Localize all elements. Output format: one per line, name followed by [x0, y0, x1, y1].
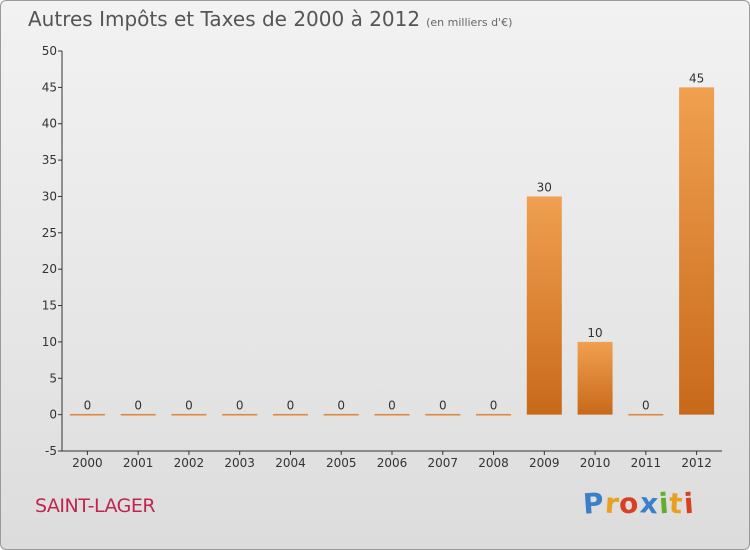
y-tick-label: 15: [42, 299, 57, 313]
chart-title-text: Autres Impôts et Taxes de 2000 à 2012: [28, 7, 421, 31]
logo-letter: o: [618, 486, 641, 521]
bar: [628, 413, 664, 416]
y-tick-label: 35: [42, 153, 57, 167]
data-label: 0: [287, 399, 295, 413]
bar: [374, 413, 410, 416]
y-tick-label: 25: [42, 226, 57, 240]
x-tick-label: 2010: [580, 456, 611, 470]
x-tick-label: 2009: [529, 456, 560, 470]
x-tick-label: 2005: [326, 456, 357, 470]
x-tick-label: 2001: [123, 456, 154, 470]
bar: [171, 413, 207, 416]
logo-letter: i: [682, 486, 696, 521]
x-tick-label: 2004: [275, 456, 306, 470]
x-tick-label: 2003: [224, 456, 255, 470]
bar: [69, 413, 105, 416]
data-label: 0: [439, 399, 447, 413]
logo-letter: P: [581, 486, 606, 521]
x-tick-label: 2008: [478, 456, 509, 470]
y-tick-label: 5: [49, 371, 57, 385]
bar: [120, 413, 156, 416]
chart-title: Autres Impôts et Taxes de 2000 à 2012 (en…: [28, 7, 512, 31]
data-label: 0: [490, 399, 498, 413]
data-label: 0: [84, 399, 92, 413]
x-tick-label: 2002: [174, 456, 205, 470]
data-label: 0: [388, 399, 396, 413]
y-tick-label: 45: [42, 80, 57, 94]
y-tick-label: 30: [42, 189, 57, 203]
place-name: SAINT-LAGER: [35, 495, 156, 517]
x-tick-label: 2007: [427, 456, 458, 470]
bar: [577, 341, 613, 415]
data-label: 10: [587, 326, 602, 340]
bar: [526, 196, 562, 415]
data-label: 30: [537, 180, 552, 194]
y-tick-label: 40: [42, 117, 57, 131]
y-tick-label: -5: [45, 444, 57, 458]
logo-letter: x: [638, 486, 660, 521]
y-tick-label: 10: [42, 335, 57, 349]
chart-subtitle: (en milliers d'€): [426, 16, 513, 29]
bar: [679, 87, 715, 415]
bar: [272, 413, 308, 416]
proxiti-logo: Proxiti: [581, 486, 696, 521]
bar: [425, 413, 461, 416]
data-label: 0: [236, 399, 244, 413]
data-label: 0: [642, 399, 650, 413]
data-label: 0: [134, 399, 142, 413]
y-tick-label: 0: [49, 408, 57, 422]
y-tick-label: 20: [42, 262, 57, 276]
x-tick-label: 2000: [72, 456, 103, 470]
bar: [222, 413, 258, 416]
bar: [323, 413, 359, 416]
data-label: 0: [337, 399, 345, 413]
x-tick-label: 2011: [631, 456, 662, 470]
y-tick-label: 50: [42, 44, 57, 58]
data-label: 45: [689, 71, 704, 85]
x-tick-label: 2006: [377, 456, 408, 470]
data-label: 0: [185, 399, 193, 413]
bar: [476, 413, 512, 416]
x-tick-label: 2012: [681, 456, 712, 470]
